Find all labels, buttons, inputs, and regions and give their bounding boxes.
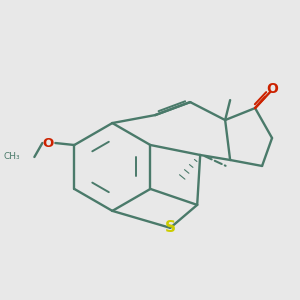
Text: CH₃: CH₃ bbox=[4, 152, 20, 161]
Text: O: O bbox=[266, 82, 278, 96]
Text: O: O bbox=[43, 136, 54, 149]
Text: S: S bbox=[165, 220, 176, 236]
